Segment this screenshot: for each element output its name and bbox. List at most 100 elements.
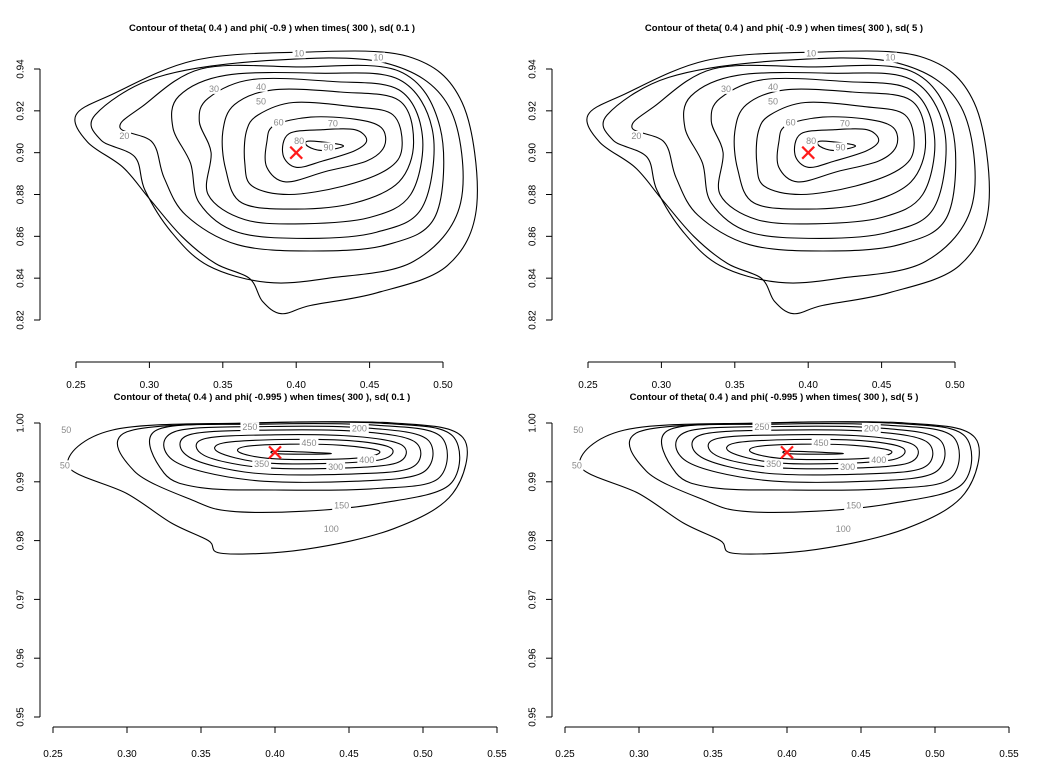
y-tick-label: 0.96 <box>16 648 27 668</box>
contour-line <box>195 434 407 470</box>
x-tick-label: 0.50 <box>433 380 453 391</box>
contour-label: 40 <box>256 82 266 92</box>
y-tick-label: 0.94 <box>528 59 539 79</box>
contour-label-bg <box>783 117 798 128</box>
marker-stroke <box>289 145 303 160</box>
y-tick-label: 0.88 <box>16 184 27 204</box>
contour-line <box>163 425 434 483</box>
contour-label-bg <box>571 425 585 436</box>
contour-label: 10 <box>373 52 383 62</box>
contour-label-bg <box>349 423 369 434</box>
contour-label-bg <box>59 425 73 436</box>
contour-line <box>171 71 435 239</box>
contour-label: 80 <box>294 136 304 146</box>
contour-label: 60 <box>786 117 796 127</box>
contour-label-bg <box>58 460 72 471</box>
y-tick-label: 0.99 <box>16 472 27 492</box>
contour-line <box>119 64 445 252</box>
contour-label: 90 <box>323 142 333 152</box>
contour-line <box>707 434 919 470</box>
y-tick-label: 0.84 <box>16 268 27 288</box>
true-value-marker <box>289 145 303 160</box>
contour-line <box>691 429 934 476</box>
y-tick-label: 0.88 <box>528 184 539 204</box>
x-tick-label: 0.35 <box>725 380 745 391</box>
x-tick-label: 0.50 <box>413 749 433 760</box>
contour-label: 350 <box>766 459 781 469</box>
x-tick-label: 0.40 <box>777 749 797 760</box>
contour-line <box>579 421 980 555</box>
contour-label: 90 <box>835 142 845 152</box>
marker-stroke <box>268 445 282 460</box>
contour-label: 10 <box>294 48 304 58</box>
contour-label-bg <box>838 462 858 473</box>
contour-label-bg <box>804 48 818 59</box>
contour-label: 50 <box>256 96 266 106</box>
x-tick-label: 0.40 <box>798 380 818 391</box>
x-tick-label: 0.25 <box>555 749 575 760</box>
contour-label-bg <box>207 83 221 94</box>
contour-panel-3: Contour of theta( 0.4 ) and phi( -0.995 … <box>16 392 508 760</box>
contour-label: 250 <box>754 422 769 432</box>
contour-label: 50 <box>61 425 71 435</box>
y-tick-label: 0.90 <box>16 142 27 162</box>
x-tick-label: 0.25 <box>43 749 63 760</box>
y-tick-label: 0.92 <box>16 101 27 121</box>
y-tick-label: 0.98 <box>528 530 539 550</box>
contour-label-bg <box>844 500 863 511</box>
chart-title: Contour of theta( 0.4 ) and phi( -0.995 … <box>114 392 411 403</box>
y-tick-label: 0.84 <box>528 268 539 288</box>
x-tick-label: 0.25 <box>578 380 598 391</box>
y-tick-label: 0.90 <box>528 142 539 162</box>
y-tick-label: 0.86 <box>528 226 539 246</box>
contour-label: 70 <box>840 118 850 128</box>
contour-line <box>74 50 478 315</box>
contour-label: 300 <box>840 462 855 472</box>
contour-label-bg <box>629 130 644 141</box>
contour-panel-1: Contour of theta( 0.4 ) and phi( -0.9 ) … <box>16 23 478 391</box>
contour-label-bg <box>321 523 341 534</box>
marker-stroke <box>801 145 815 160</box>
contour-line <box>270 450 332 455</box>
contour-label-bg <box>357 455 377 466</box>
contour-line <box>755 101 915 196</box>
contour-label-bg <box>804 136 818 147</box>
contour-label: 450 <box>302 438 317 448</box>
y-tick-label: 0.97 <box>528 589 539 609</box>
contour-line <box>776 116 899 183</box>
x-tick-label: 0.35 <box>213 380 233 391</box>
contour-panel-4: Contour of theta( 0.4 ) and phi( -0.995 … <box>528 392 1020 760</box>
contour-line <box>710 77 936 225</box>
y-tick-label: 0.86 <box>16 226 27 246</box>
contour-label: 50 <box>572 460 582 470</box>
contour-label-bg <box>766 81 780 92</box>
contour-line <box>602 57 976 284</box>
contour-label: 250 <box>242 422 257 432</box>
contour-label: 150 <box>846 500 861 510</box>
contour-label-bg <box>332 500 351 511</box>
contour-label-bg <box>371 52 386 63</box>
y-tick-label: 0.82 <box>528 310 539 330</box>
contour-line <box>243 101 403 196</box>
x-tick-label: 0.30 <box>652 380 672 391</box>
y-tick-label: 0.96 <box>528 648 539 668</box>
contour-label-bg <box>861 423 881 434</box>
true-value-marker <box>801 145 815 160</box>
contour-line <box>198 77 424 225</box>
contour-line <box>675 425 946 483</box>
contour-line <box>281 128 368 169</box>
x-tick-label: 0.55 <box>487 749 507 760</box>
contour-label-bg <box>869 455 889 466</box>
contour-label: 450 <box>814 438 829 448</box>
contour-line <box>782 450 844 455</box>
contour-label: 50 <box>768 96 778 106</box>
contour-line <box>661 423 960 491</box>
x-tick-label: 0.50 <box>945 380 965 391</box>
contour-line <box>793 128 880 169</box>
contour-label: 30 <box>721 84 731 94</box>
contour-label: 10 <box>885 52 895 62</box>
x-tick-label: 0.40 <box>286 380 306 391</box>
contour-label-bg <box>326 118 340 129</box>
contour-label-bg <box>766 96 780 107</box>
